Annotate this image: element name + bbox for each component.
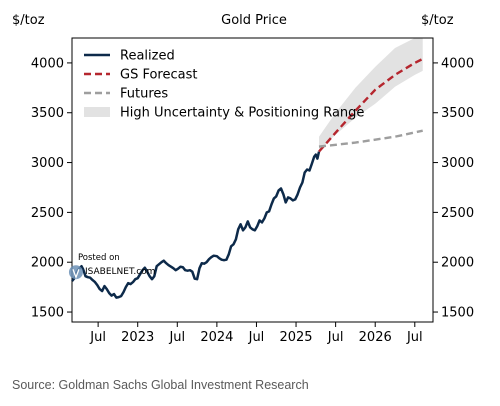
x-tick-label: Jul (406, 330, 423, 345)
ticks-layer: 1500 1500 2000 2000 2500 2500 3000 3000 3500 3500… (31, 56, 474, 345)
x-tick-label: Jul (89, 330, 106, 345)
y-tick-label-left: 2000 (31, 256, 64, 271)
y-tick-label-right: 3000 (441, 156, 474, 171)
legend-label-realized: Realized (120, 49, 175, 64)
watermark-globe-icon (68, 265, 83, 280)
x-tick-label: 2024 (200, 330, 233, 345)
series-layer (71, 57, 424, 299)
y-unit-right: $/toz (421, 13, 454, 28)
watermark-tick-icon (72, 268, 80, 280)
x-tick-label: 2025 (279, 330, 312, 345)
legend-label-gs-forecast: GS Forecast (120, 68, 197, 83)
x-tick-label: 2023 (121, 330, 154, 345)
futures-line (318, 129, 423, 148)
source-note: Source: Goldman Sachs Global Investment … (12, 378, 309, 392)
legend-swatch-high-uncertainty-positioning-range (84, 107, 110, 117)
x-tick-label: 2026 (359, 330, 392, 345)
x-tick-label: Jul (168, 330, 185, 345)
chart-title: Gold Price (221, 13, 287, 28)
watermark: Posted on ISABELNET.com (68, 253, 156, 280)
plot-frame (71, 37, 434, 323)
y-tick-label-left: 1500 (31, 306, 64, 321)
plot-border (71, 37, 434, 323)
watermark-line2: ISABELNET.com (85, 267, 156, 277)
y-unit-left: $/toz (12, 13, 45, 28)
legend: Realized GS Forecast Futures High Uncertain… (84, 49, 364, 121)
y-tick-label-left: 3500 (31, 106, 64, 121)
y-tick-label-right: 3500 (441, 106, 474, 121)
y-tick-label-left: 3000 (31, 156, 64, 171)
x-tick-label: Jul (327, 330, 344, 345)
realized-line (71, 151, 321, 299)
y-tick-label-left: 2500 (31, 206, 64, 221)
y-tick-label-right: 2000 (441, 256, 474, 271)
gs-forecast-line (318, 57, 424, 153)
legend-label-futures: Futures (120, 87, 168, 102)
x-tick-label: Jul (248, 330, 265, 345)
source-bar (0, 368, 500, 406)
y-tick-label-right: 2500 (441, 206, 474, 221)
y-tick-label-left: 4000 (31, 56, 64, 71)
y-tick-label-right: 1500 (441, 306, 474, 321)
legend-label-high-uncertainty-positioning-range: High Uncertainty & Positioning Range (120, 106, 364, 121)
y-tick-label-right: 4000 (441, 56, 474, 71)
watermark-line1: Posted on (78, 253, 120, 263)
